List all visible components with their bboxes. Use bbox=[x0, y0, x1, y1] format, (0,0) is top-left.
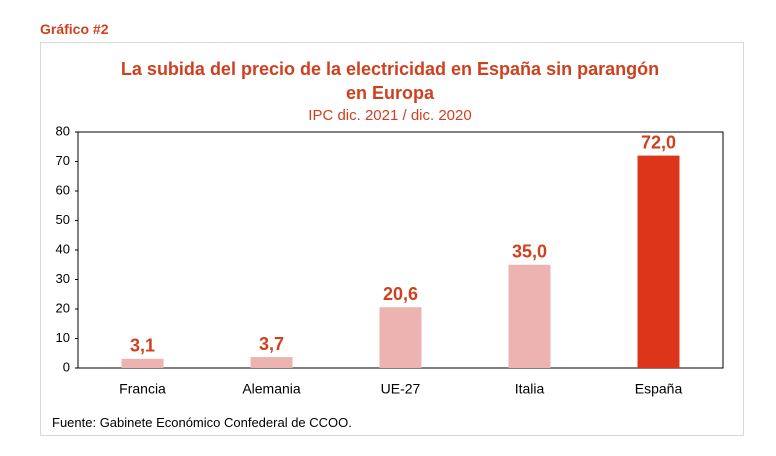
value-label: 3,7 bbox=[259, 334, 284, 354]
y-tick-label: 30 bbox=[56, 271, 70, 286]
bar bbox=[379, 307, 422, 368]
x-tick-label: España bbox=[635, 381, 683, 397]
x-tick-label: Francia bbox=[119, 381, 166, 397]
bar bbox=[250, 357, 293, 368]
y-tick-label: 10 bbox=[56, 330, 70, 345]
y-tick-label: 60 bbox=[56, 182, 70, 197]
header: Gráfico #2 bbox=[40, 21, 109, 37]
source: Fuente: Gabinete Económico Confederal de… bbox=[52, 415, 352, 430]
value-label: 72,0 bbox=[641, 132, 676, 152]
value-label: 20,6 bbox=[383, 284, 418, 304]
y-tick-label: 70 bbox=[56, 153, 70, 168]
bar bbox=[508, 264, 551, 368]
chart-subtitle: IPC dic. 2021 / dic. 2020 bbox=[308, 107, 472, 124]
chart-frame bbox=[40, 42, 744, 436]
y-tick-label: 20 bbox=[56, 300, 70, 315]
y-tick-label: 0 bbox=[63, 359, 70, 374]
y-tick-label: 80 bbox=[56, 123, 70, 138]
x-tick-label: Italia bbox=[515, 381, 545, 397]
bar bbox=[637, 155, 680, 368]
bar bbox=[121, 358, 164, 368]
x-tick-label: Alemania bbox=[242, 381, 301, 397]
chart-title: La subida del precio de la electricidad … bbox=[120, 59, 660, 103]
y-tick-label: 40 bbox=[56, 241, 70, 256]
value-label: 35,0 bbox=[512, 242, 547, 262]
value-label: 3,1 bbox=[130, 336, 155, 356]
x-tick-label: UE-27 bbox=[381, 381, 421, 397]
y-tick-label: 50 bbox=[56, 212, 70, 227]
